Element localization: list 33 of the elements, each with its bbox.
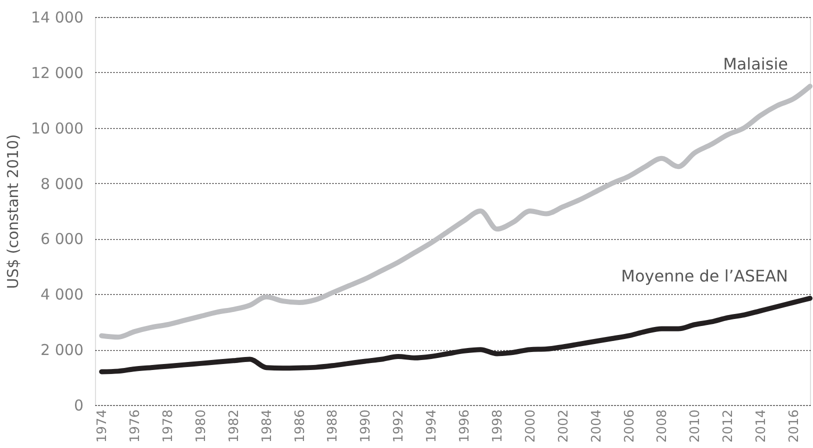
x-tick-label: 2016 bbox=[787, 410, 802, 443]
x-tick-label: 1992 bbox=[392, 410, 407, 443]
x-tick-label: 2004 bbox=[589, 410, 604, 443]
y-tick-label: 6 000 bbox=[40, 230, 84, 248]
x-tick-label: 1996 bbox=[458, 410, 473, 443]
x-tick-label: 2010 bbox=[688, 410, 704, 443]
x-tick-label: 2012 bbox=[721, 410, 736, 443]
series-label: Malaisie bbox=[723, 54, 788, 74]
x-tick-label: 1986 bbox=[292, 410, 308, 443]
x-tick-label: 1978 bbox=[160, 410, 176, 443]
y-tick-label: 4 000 bbox=[40, 286, 84, 304]
x-tick-label: 1990 bbox=[358, 410, 374, 443]
y-tick-label: 2 000 bbox=[40, 341, 84, 360]
x-tick-label: 1980 bbox=[194, 410, 209, 443]
x-tick-label: 1988 bbox=[326, 410, 341, 443]
x-tick-label: 1982 bbox=[226, 410, 242, 443]
x-tick-label: 1994 bbox=[424, 410, 440, 443]
x-tick-label: 2002 bbox=[556, 410, 572, 443]
x-tick-label: 2000 bbox=[523, 410, 538, 443]
x-tick-label: 1998 bbox=[490, 410, 506, 443]
y-tick-label: 10 000 bbox=[31, 119, 84, 138]
series-label: Moyenne de l’ASEAN bbox=[621, 266, 788, 286]
x-tick-label: 1974 bbox=[95, 410, 110, 443]
x-tick-label: 2008 bbox=[655, 410, 670, 443]
x-tick-label: 2014 bbox=[754, 410, 770, 443]
y-axis-title: US$ (constant 2010) bbox=[4, 134, 22, 289]
x-tick-label: 1984 bbox=[260, 410, 275, 443]
y-tick-label: 0 bbox=[74, 396, 84, 414]
x-tick-label: 2006 bbox=[622, 410, 638, 443]
y-tick-label: 14 000 bbox=[31, 8, 84, 26]
y-tick-label: 12 000 bbox=[31, 64, 84, 82]
y-tick-label: 8 000 bbox=[40, 174, 84, 193]
x-tick-label: 1976 bbox=[128, 410, 144, 443]
